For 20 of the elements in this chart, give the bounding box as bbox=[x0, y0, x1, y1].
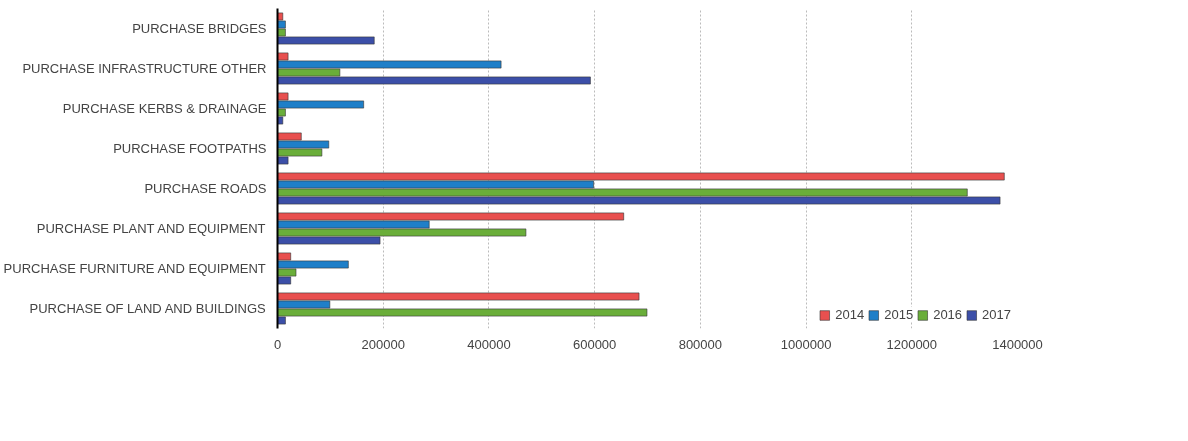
legend-label: 2015 bbox=[884, 307, 914, 322]
y-tick-label: PURCHASE INFRASTRUCTURE OTHER bbox=[22, 61, 267, 76]
x-tick-label: 800000 bbox=[678, 336, 723, 352]
y-tick-label: PURCHASE FOOTPATHS bbox=[113, 141, 267, 156]
x-tick-label: 400000 bbox=[467, 336, 511, 352]
x-tick-label: 0 bbox=[273, 336, 282, 352]
x-tick-label: 200000 bbox=[361, 336, 405, 352]
x-tick-label: 1400000 bbox=[992, 336, 1043, 352]
x-tick-label: 1200000 bbox=[886, 336, 938, 352]
y-tick-label: PURCHASE OF LAND AND BUILDINGS bbox=[29, 301, 267, 316]
legend-label: 2016 bbox=[933, 307, 963, 322]
y-tick-label: PURCHASE BRIDGES bbox=[132, 21, 267, 36]
y-tick-label: PURCHASE ROADS bbox=[144, 181, 267, 196]
legend-label: 2017 bbox=[982, 307, 1011, 322]
x-tick-label: 600000 bbox=[572, 336, 617, 352]
y-tick-label: PURCHASE PLANT AND EQUIPMENT bbox=[36, 221, 266, 236]
y-tick-label: PURCHASE KERBS & DRAINAGE bbox=[62, 101, 267, 116]
x-tick-label: 1000000 bbox=[780, 336, 832, 352]
y-tick-label: PURCHASE FURNITURE AND EQUIPMENT bbox=[3, 261, 266, 276]
legend-label: 2014 bbox=[835, 307, 865, 322]
